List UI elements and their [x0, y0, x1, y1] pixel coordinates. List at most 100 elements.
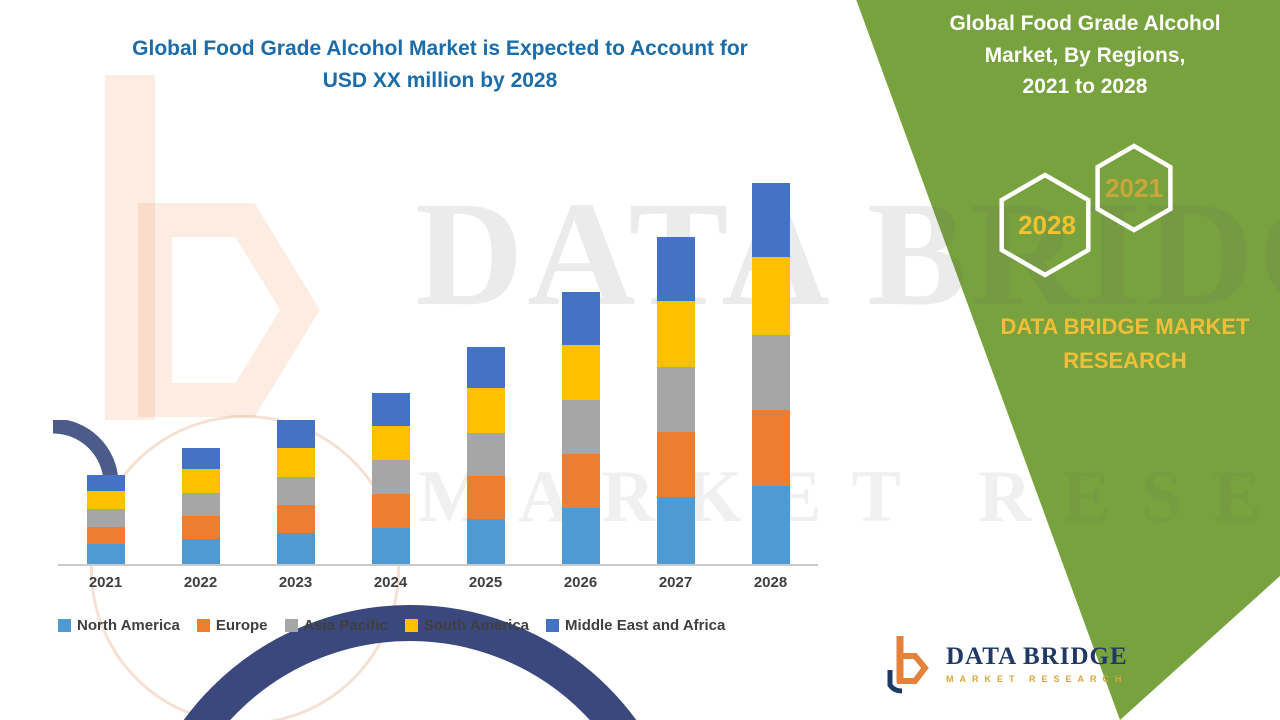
- bar-segment: [466, 475, 505, 519]
- bar-segment: [276, 504, 315, 534]
- stacked-bar-2027: [656, 237, 695, 564]
- bar-segment: [751, 257, 790, 335]
- bar-segment: [751, 182, 790, 258]
- bar-segment: [561, 453, 600, 508]
- bar-group: [656, 237, 695, 564]
- stacked-bar-2026: [561, 291, 600, 564]
- x-axis-label: 2024: [373, 574, 408, 591]
- bar-segment: [751, 485, 790, 564]
- x-axis-label: 2023: [278, 574, 313, 591]
- bar-segment: [371, 425, 410, 461]
- footer-logo-name: DATA BRIDGE: [946, 642, 1128, 670]
- bars-row: [58, 0, 818, 564]
- bar-segment: [181, 493, 220, 516]
- x-axis-label: 2021: [88, 574, 123, 591]
- bar-group: [276, 420, 315, 564]
- footer-logo-text: DATA BRIDGE MARKET RESEARCH: [946, 643, 1128, 684]
- bar-segment: [371, 392, 410, 426]
- bar-group: [86, 474, 125, 564]
- side-panel-brand-line1: DATA BRIDGE MARKET: [1000, 314, 1250, 339]
- footer-logo: DATA BRIDGE MARKET RESEARCH: [882, 632, 1128, 694]
- bar-segment: [276, 476, 315, 505]
- legend-label: Asia Pacific: [303, 617, 388, 634]
- bar-segment: [181, 515, 220, 539]
- hexagon-year-2021: 2021: [1105, 173, 1163, 203]
- bar-segment: [276, 447, 315, 477]
- x-axis-label: 2027: [658, 574, 693, 591]
- footer-logo-subtitle: MARKET RESEARCH: [946, 673, 1128, 684]
- x-axis-labels: 2021 2022 2023 2024 2025 2026 2027 2028: [58, 574, 818, 591]
- bar-group: [466, 346, 505, 564]
- bar-segment: [561, 344, 600, 401]
- bar-group: [561, 291, 600, 564]
- bar-segment: [561, 507, 600, 564]
- bar-segment: [371, 460, 410, 494]
- stacked-bar-2024: [371, 392, 410, 564]
- bar-segment: [86, 491, 125, 510]
- stacked-bar-2028: [751, 182, 790, 564]
- bar-segment: [86, 543, 125, 564]
- stacked-bar-2023: [276, 420, 315, 564]
- bar-segment: [466, 518, 505, 564]
- bar-segment: [656, 367, 695, 433]
- bar-segment: [561, 291, 600, 345]
- hexagon-year-2028: 2028: [1018, 210, 1076, 240]
- side-panel-brand: DATA BRIDGE MARKET RESEARCH: [965, 310, 1280, 378]
- x-axis-label: 2028: [753, 574, 788, 591]
- bar-segment: [656, 496, 695, 564]
- bar-group: [181, 447, 220, 564]
- bar-segment: [181, 469, 220, 494]
- year-hexagons: 2028 2021: [990, 140, 1200, 285]
- bar-segment: [86, 526, 125, 544]
- legend-label: South America: [423, 617, 530, 634]
- bar-segment: [181, 538, 220, 564]
- stacked-bar-2022: [181, 447, 220, 564]
- bar-group: [371, 392, 410, 564]
- legend-swatch: [284, 619, 298, 632]
- bar-segment: [276, 533, 315, 564]
- legend-label: Middle East and Africa: [565, 617, 726, 634]
- legend-swatch: [196, 619, 210, 632]
- legend-swatch: [404, 619, 418, 632]
- bar-segment: [656, 301, 695, 368]
- legend: North America Europe Asia Pacific South Ame…: [58, 617, 848, 634]
- bar-segment: [466, 388, 505, 433]
- x-axis-label: 2022: [183, 574, 218, 591]
- side-panel-brand-line2: RESEARCH: [1063, 348, 1187, 374]
- legend-item: Middle East and Africa: [546, 617, 725, 634]
- bar-segment: [371, 527, 410, 564]
- x-axis-label: 2026: [563, 574, 598, 591]
- x-axis-line: [58, 564, 818, 566]
- bar-segment: [371, 493, 410, 528]
- bar-segment: [466, 346, 505, 389]
- bar-segment: [276, 420, 315, 448]
- legend-swatch: [546, 619, 560, 632]
- bar-segment: [86, 509, 125, 527]
- bar-group: [751, 182, 790, 564]
- bar-segment: [181, 447, 220, 470]
- side-panel-title-line1: Global Food Grade Alcohol: [949, 12, 1221, 35]
- bar-segment: [86, 474, 125, 492]
- bar-segment: [751, 334, 790, 411]
- legend-label: Europe: [215, 617, 268, 634]
- datebridge-logo-icon: [887, 636, 929, 694]
- stacked-bar-2021: [86, 474, 125, 564]
- bar-segment: [466, 432, 505, 476]
- bar-segment: [656, 237, 695, 302]
- legend-item: Asia Pacific: [284, 617, 388, 634]
- legend-item: Europe: [196, 617, 268, 634]
- side-panel-title-line3: 2021 to 2028: [1022, 75, 1148, 98]
- legend-item: South America: [404, 617, 530, 634]
- bar-segment: [656, 432, 695, 497]
- chart-title: Global Food Grade Alcohol Market is Expe…: [80, 33, 800, 96]
- bar-segment: [561, 400, 600, 454]
- legend-label: North America: [77, 617, 180, 634]
- chart-title-line2: USD XX million by 2028: [322, 68, 558, 92]
- legend-swatch: [58, 619, 71, 632]
- bar-segment: [751, 410, 790, 486]
- x-axis-label: 2025: [468, 574, 503, 591]
- side-panel-title: Global Food Grade Alcohol Market, By Reg…: [920, 8, 1250, 103]
- side-panel-title-line2: Market, By Regions,: [984, 43, 1186, 67]
